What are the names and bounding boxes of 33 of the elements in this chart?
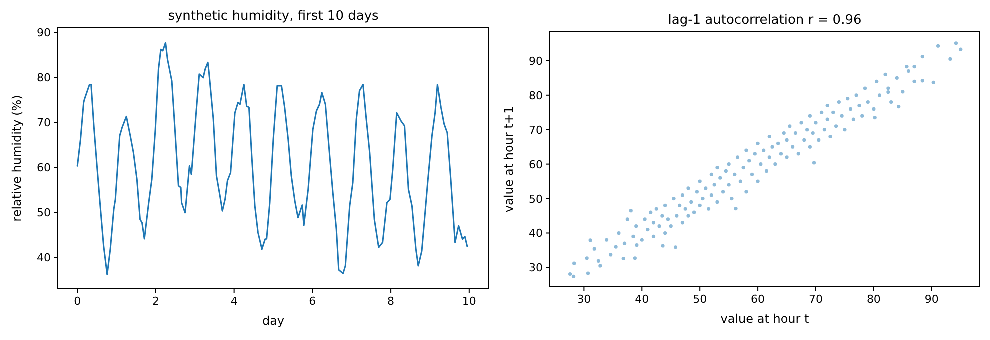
y-tick-label: 70 <box>529 124 543 137</box>
x-tick-label: 0 <box>74 295 82 308</box>
y-tick-label: 60 <box>529 158 543 172</box>
y-tick-label: 30 <box>529 262 543 275</box>
x-axis-title: day <box>262 314 285 328</box>
chart-title: lag-1 autocorrelation r = 0.96 <box>668 13 862 28</box>
x-tick-label: 6 <box>309 295 316 308</box>
x-tick-label: 90 <box>924 293 939 306</box>
x-tick-label: 4 <box>230 295 238 308</box>
y-tick-label: 40 <box>37 252 51 264</box>
y-tick-label: 60 <box>37 162 51 174</box>
x-tick-label: 50 <box>693 293 708 306</box>
x-tick-label: 70 <box>808 293 823 306</box>
y-tick-label: 80 <box>37 72 51 84</box>
y-tick-label: 50 <box>529 192 543 206</box>
x-tick-label: 2 <box>152 295 160 308</box>
x-tick-label: 30 <box>577 293 592 306</box>
y-axis-title: relative humidity (%) <box>10 95 24 222</box>
y-axis-title: value at hour t+1 <box>502 106 516 213</box>
y-tick-label: 80 <box>529 89 543 102</box>
x-axis-title: value at hour t <box>720 312 810 326</box>
y-tick-label: 40 <box>529 227 543 240</box>
x-tick-label: 10 <box>462 295 476 308</box>
y-tick-label: 70 <box>37 116 51 130</box>
x-tick-label: 60 <box>751 293 766 306</box>
y-tick-label: 50 <box>37 206 51 220</box>
x-tick-label: 40 <box>635 293 650 306</box>
x-tick-label: 80 <box>866 293 881 306</box>
chart-title: synthetic humidity, first 10 days <box>168 9 380 24</box>
y-tick-label: 90 <box>529 54 543 68</box>
y-tick-label: 90 <box>37 26 51 40</box>
line-series <box>76 42 468 276</box>
x-tick-label: 8 <box>388 295 395 308</box>
